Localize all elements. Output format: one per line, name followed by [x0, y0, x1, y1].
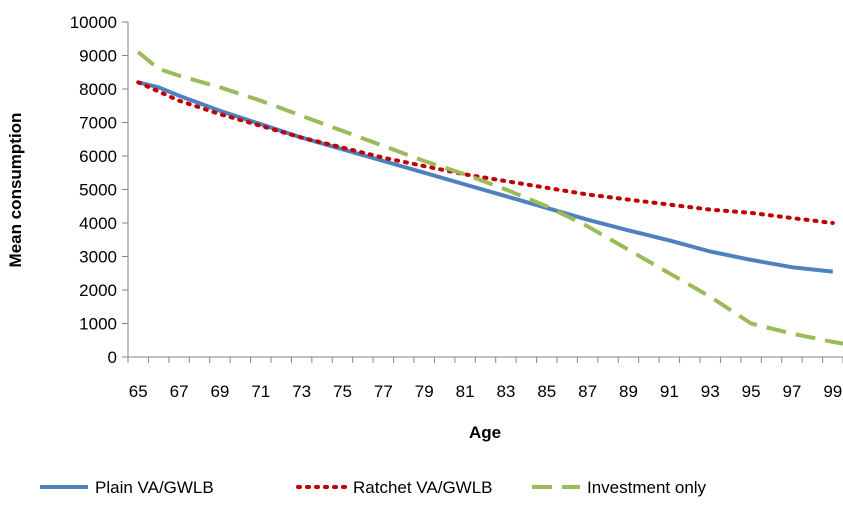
x-axis-title: Age	[469, 423, 501, 442]
y-tick-label: 9000	[79, 47, 117, 66]
series-line-2	[136, 80, 835, 225]
y-tick-label: 8000	[79, 80, 117, 99]
y-axis: 0 1000 2000 3000 4000 5000 6000 7000 8000 9000 100…	[70, 13, 129, 367]
y-tick-label: 7000	[79, 114, 117, 133]
x-tick-label: 81	[456, 382, 475, 401]
x-tick-label: 71	[251, 382, 270, 401]
y-tick-label: 2000	[79, 281, 117, 300]
x-axis: 65 67 69 71 73 75 77 79 81 83 85 87 89 91 93 95 97 99	[127, 356, 843, 401]
x-tick-label: 67	[170, 382, 189, 401]
series-line-1	[137, 80, 834, 274]
x-tick-label: 93	[701, 382, 720, 401]
x-tick-label: 65	[129, 382, 148, 401]
x-tick-label: 87	[578, 382, 597, 401]
x-tick-label: 97	[782, 382, 801, 401]
x-tick-label: 75	[333, 382, 352, 401]
y-tick-label: 1000	[79, 315, 117, 334]
legend-label: Plain VA/GWLB	[95, 478, 214, 497]
legend-label: Ratchet VA/GWLB	[353, 478, 493, 497]
y-tick-label: 4000	[79, 214, 117, 233]
legend-label: Investment only	[587, 478, 707, 497]
x-tick-label: 77	[374, 382, 393, 401]
y-tick-label: 10000	[70, 13, 117, 32]
x-tick-label: 69	[210, 382, 229, 401]
y-tick-label: 3000	[79, 248, 117, 267]
x-tick-label: 91	[660, 382, 679, 401]
x-tick-label: 83	[496, 382, 515, 401]
x-tick-label: 85	[537, 382, 556, 401]
series-lines	[136, 50, 843, 346]
series-line-3	[136, 50, 843, 346]
x-tick-label: 73	[292, 382, 311, 401]
y-tick-label: 5000	[79, 181, 117, 200]
y-tick-label: 0	[108, 348, 117, 367]
x-tick-label: 99	[823, 382, 842, 401]
x-tick-label: 89	[619, 382, 638, 401]
y-axis-title: Mean consumption	[6, 113, 25, 268]
x-tick-label: 79	[415, 382, 434, 401]
legend: Plain VA/GWLB Ratchet VA/GWLB Investment o…	[40, 478, 707, 497]
x-tick-label: 95	[742, 382, 761, 401]
y-tick-label: 6000	[79, 147, 117, 166]
